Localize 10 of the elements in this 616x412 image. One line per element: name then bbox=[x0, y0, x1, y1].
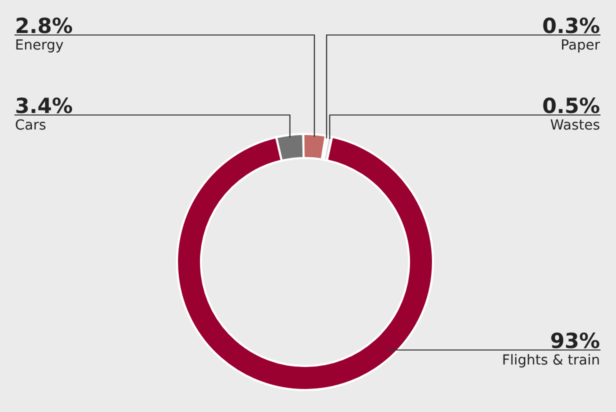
data-label: 2.8% bbox=[16, 18, 72, 34]
data-label: 0.3% bbox=[543, 18, 600, 34]
data-label: 93% bbox=[551, 332, 600, 348]
slice-label: Cars bbox=[16, 119, 46, 130]
slice-label: Wastes bbox=[550, 119, 600, 130]
data-label: 0.5% bbox=[543, 98, 600, 114]
data-label: 3.4% bbox=[16, 98, 72, 114]
slice-label: Flights & train bbox=[503, 354, 599, 368]
slice-label: Paper bbox=[562, 39, 600, 52]
slice-label: Energy bbox=[16, 39, 64, 52]
